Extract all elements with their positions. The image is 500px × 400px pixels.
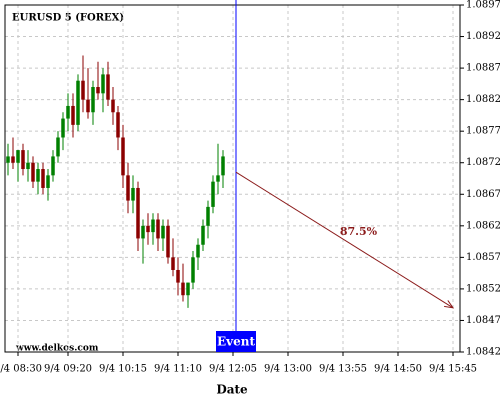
candle-body: [116, 112, 120, 138]
x-tick-label: 9/4 11:10: [154, 364, 202, 375]
candle-body: [206, 206, 210, 226]
candle-body: [101, 74, 105, 94]
candle-body: [26, 162, 30, 170]
y-tick-label: 1.0887: [466, 63, 500, 74]
candle-body: [181, 282, 185, 296]
watermark: www.delkos.com: [15, 344, 99, 354]
candle-body: [216, 175, 220, 182]
y-tick-label: 1.0862: [466, 220, 500, 231]
candle-body: [6, 156, 10, 163]
event-box: [216, 331, 256, 352]
candle-body: [121, 137, 125, 176]
y-tick-label: 1.0847: [466, 315, 500, 326]
arrow-head: [444, 300, 455, 309]
candle-body: [91, 87, 95, 113]
candle-body: [186, 282, 190, 296]
candle-body: [221, 156, 225, 176]
candle-body: [46, 175, 50, 188]
candle-body: [21, 150, 25, 170]
x-tick-label: 9/4 15:45: [429, 364, 477, 375]
y-tick-label: 1.0897: [466, 0, 500, 11]
candle-body: [146, 225, 150, 233]
candle-body: [61, 118, 65, 138]
candle-body: [51, 156, 55, 176]
candle-body: [161, 225, 165, 239]
x-tick-label: 9/4 10:15: [99, 364, 147, 375]
x-tick-label: 9/4 12:05: [209, 364, 257, 375]
projection-arrow: [235, 171, 454, 309]
candle-body: [136, 187, 140, 239]
candle-body: [201, 225, 205, 245]
y-tick-label: 1.0842: [466, 347, 500, 358]
candle-body: [126, 175, 130, 201]
candle-body: [71, 105, 75, 125]
candle-body: [76, 80, 80, 125]
candle-body: [191, 257, 195, 283]
candle-body: [66, 105, 70, 119]
projection-label: 87.5%: [340, 225, 378, 238]
candle-body: [11, 156, 15, 163]
event-label: Event: [217, 335, 255, 349]
y-tick-label: 1.0867: [466, 189, 500, 200]
candle-body: [156, 219, 160, 239]
y-tick-label: 1.0872: [466, 157, 500, 168]
candle-body: [106, 74, 110, 100]
x-tick-label: 9/4 08:30: [0, 364, 42, 375]
y-tick-label: 1.0877: [466, 126, 500, 137]
y-tick-label: 1.0857: [466, 252, 500, 263]
y-tick-label: 1.0852: [466, 283, 500, 294]
x-tick-label: 9/4 09:20: [44, 364, 92, 375]
candle-body: [56, 137, 60, 157]
candle-body: [196, 244, 200, 258]
candle-body: [86, 99, 90, 113]
candle-body: [131, 187, 135, 201]
y-tick-label: 1.0882: [466, 94, 500, 105]
candle-body: [211, 181, 215, 207]
candle-body: [151, 219, 155, 233]
candle-body: [176, 269, 180, 283]
candle-body: [31, 162, 35, 182]
candle-body: [171, 257, 175, 270]
candle-body: [81, 80, 85, 100]
x-tick-label: 9/4 14:50: [374, 364, 422, 375]
y-tick-label: 1.0892: [466, 31, 500, 42]
candle-body: [96, 87, 100, 94]
candle-body: [111, 99, 115, 113]
candle-body: [36, 169, 40, 182]
candle-body: [41, 169, 45, 188]
x-tick-label: 9/4 13:55: [319, 364, 367, 375]
candle-body: [166, 225, 170, 258]
candle-body: [16, 150, 20, 163]
candle-body: [141, 225, 145, 239]
x-tick-label: 9/4 13:00: [264, 364, 312, 375]
x-axis-label: Date: [216, 383, 248, 397]
